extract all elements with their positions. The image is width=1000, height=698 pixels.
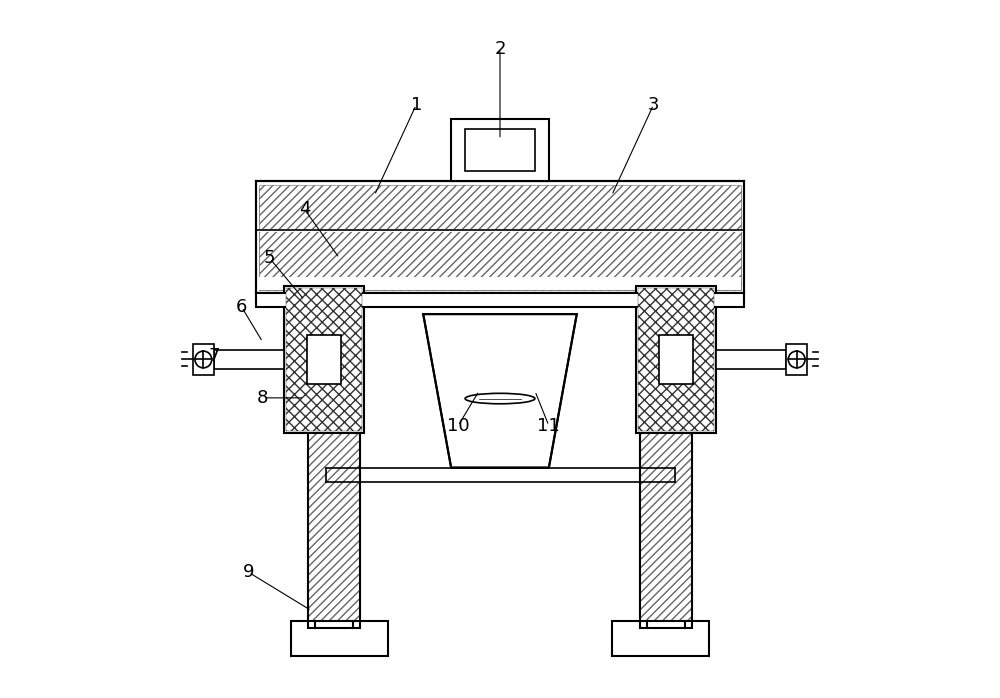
Bar — [284, 286, 364, 433]
Bar — [256, 293, 744, 307]
Bar — [636, 286, 716, 433]
Circle shape — [788, 351, 805, 368]
Text: 10: 10 — [447, 417, 469, 435]
Bar — [308, 293, 360, 628]
Bar — [259, 185, 741, 230]
Bar — [307, 335, 341, 384]
Bar — [308, 293, 360, 628]
Text: 1: 1 — [411, 96, 422, 114]
Text: 6: 6 — [236, 298, 247, 316]
Bar — [193, 344, 214, 376]
Bar — [640, 293, 692, 628]
Bar — [716, 350, 786, 369]
Text: 7: 7 — [208, 347, 220, 365]
Text: 2: 2 — [494, 40, 506, 58]
Bar — [259, 230, 741, 281]
Bar — [612, 621, 709, 656]
Ellipse shape — [465, 394, 535, 403]
Text: 9: 9 — [243, 563, 254, 581]
Text: 8: 8 — [257, 389, 268, 407]
Bar — [259, 277, 741, 290]
Polygon shape — [423, 314, 577, 468]
Text: 4: 4 — [299, 200, 310, 218]
Bar — [786, 344, 807, 376]
Bar — [259, 188, 741, 290]
Bar — [638, 288, 714, 431]
Bar — [640, 293, 692, 628]
Bar — [256, 181, 744, 293]
Bar — [465, 129, 535, 171]
Bar — [214, 350, 284, 369]
Bar — [286, 288, 362, 431]
Bar — [291, 621, 388, 656]
Circle shape — [195, 351, 212, 368]
Bar — [659, 335, 693, 384]
Bar — [451, 119, 549, 181]
Text: 3: 3 — [648, 96, 659, 114]
Text: 5: 5 — [264, 249, 275, 267]
Text: 11: 11 — [537, 417, 560, 435]
